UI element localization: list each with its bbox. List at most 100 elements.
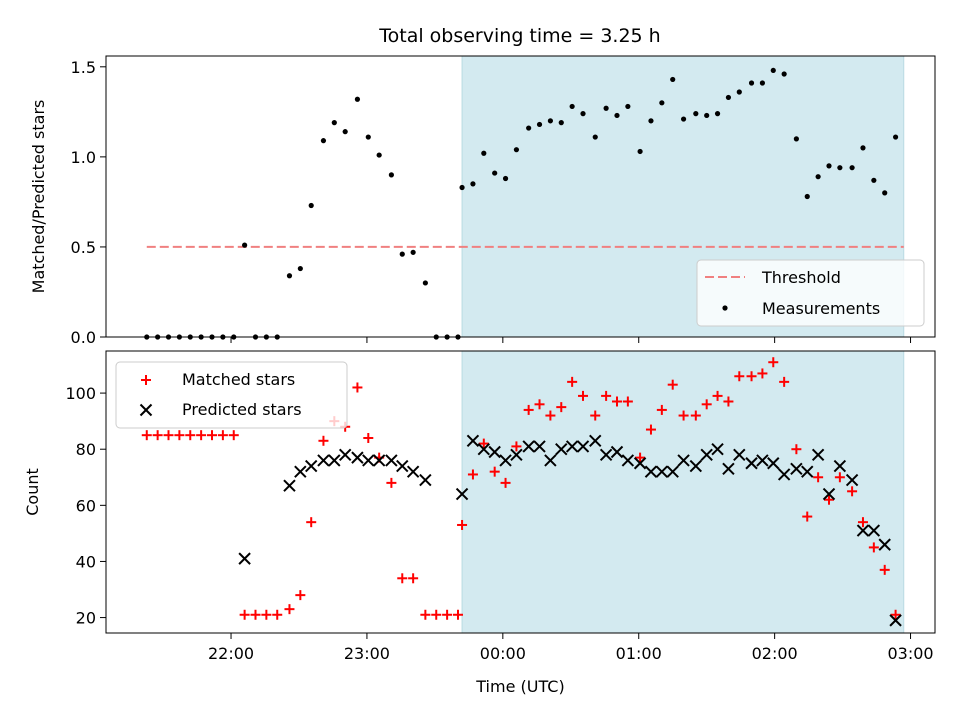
matched-point-32 [489,466,500,477]
measurement-point-24 [410,249,416,255]
predicted-point-12 [406,465,420,478]
predicted-point-8 [362,454,375,467]
measurement-point-67 [882,190,888,196]
matched-point-20 [363,432,374,443]
legend-matched-glyph [141,375,151,385]
predicted-point-6 [338,448,352,462]
top-y-tick-label-0: 0.0 [71,328,96,347]
measurement-point-46 [648,118,654,124]
predicted-point-17 [488,445,501,459]
measurement-point-22 [388,172,394,178]
matched-point-15 [306,517,317,528]
bottom-y-tick-label-2: 60 [76,496,96,515]
matched-point-48 [667,379,678,390]
legend-measurements-marker [722,305,728,311]
x-tick-label-0: 22:00 [208,644,254,663]
measurement-point-33 [502,175,509,182]
legend-predicted-label: Predicted stars [182,400,302,419]
matched-point-35 [523,404,534,415]
predicted-point-26 [589,434,602,447]
measurement-point-61 [815,174,821,180]
matched-point-0 [141,430,152,441]
predicted-point-36 [700,448,713,462]
predicted-point-15 [466,434,480,447]
x-tick-label-5: 03:00 [887,644,933,663]
measurement-point-31 [481,150,487,156]
measurement-point-42 [603,105,609,111]
bottom-panel: 22:00 23:00 00:00 01:00 02:00 03:00 20 40 60 80 10… [23,350,936,696]
measurement-point-54 [736,89,742,95]
predicted-point-33 [666,465,679,478]
matched-point-16 [318,435,329,446]
predicted-point-39 [733,448,746,462]
x-tick-label-2: 00:00 [480,644,526,663]
bottom-axes-frame [105,350,936,634]
matched-point-9 [239,609,250,620]
matched-point-57 [768,357,779,368]
matched-point-31 [478,438,489,449]
matched-point-23 [397,573,408,584]
predicted-point-10 [385,454,398,467]
predicted-point-21 [533,440,546,453]
matched-point-62 [823,494,834,505]
matched-point-44 [622,396,633,407]
predicted-point-51 [867,524,881,537]
bottom-y-tick-label-0: 20 [76,609,96,628]
matched-point-22 [386,477,397,488]
measurement-point-44 [625,103,631,110]
predicted-point-16 [477,443,491,456]
matched-point-41 [590,410,601,421]
bottom-y-tick-label-1: 40 [76,552,96,571]
legend-matched-marker [141,375,151,385]
predicted-point-4 [317,454,330,467]
measurement-point-9 [242,242,248,248]
measurement-point-43 [614,112,620,119]
matched-point-56 [757,368,768,379]
measurements-points [144,67,899,340]
predicted-point-1 [283,479,296,492]
predicted-point-45 [801,465,814,478]
predicted-point-32 [655,465,669,478]
predicted-point-2 [294,465,307,478]
predicted-point-0 [238,552,251,565]
matched-point-66 [868,542,879,553]
measurement-point-51 [704,112,710,119]
legend-predicted-glyph [139,403,153,417]
matched-point-50 [690,410,701,421]
matched-point-26 [431,609,442,620]
predicted-point-25 [576,440,590,453]
legend-matched-label: Matched stars [182,370,295,389]
predicted-point-20 [522,440,535,453]
measurement-point-48 [670,76,676,83]
bottom-y-tick-label-3: 80 [76,440,96,459]
predicted-point-18 [499,454,512,467]
measurement-point-40 [580,111,586,117]
x-axis-label: Time (UTC) [475,677,564,696]
matched-point-46 [645,424,656,435]
measurement-point-64 [849,165,855,171]
measurement-point-17 [331,120,337,126]
measurement-point-45 [637,148,643,155]
matched-point-6 [207,430,218,441]
measurement-point-63 [837,165,843,171]
predicted-point-35 [689,459,703,473]
bottom-legend: Matched stars Predicted stars [115,361,348,429]
matched-point-7 [217,430,228,441]
measurement-point-47 [659,100,665,106]
measurement-point-60 [804,193,810,200]
matched-point-38 [556,402,567,413]
top-y-tick-label-3: 1.5 [71,58,96,77]
matched-point-64 [847,486,858,497]
measurement-point-34 [513,147,520,153]
predicted-point-49 [845,473,859,487]
measurement-point-30 [470,181,476,187]
predicted-point-13 [419,473,432,487]
measurement-point-19 [354,96,361,102]
matched-point-34 [511,441,522,452]
measurement-point-52 [714,111,721,117]
matched-point-4 [185,430,196,441]
measurement-point-56 [759,80,766,86]
matched-point-12 [272,609,283,620]
matched-point-39 [567,376,578,387]
